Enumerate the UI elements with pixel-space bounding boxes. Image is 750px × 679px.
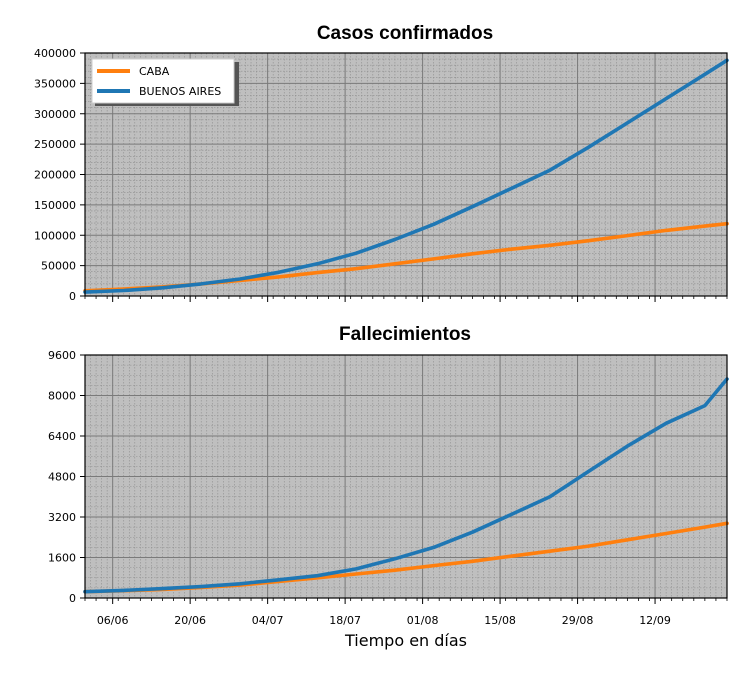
series-line-buenos-aires	[83, 377, 729, 594]
plot-area-cases: 0 50000 100000 150000 200000 250000 300000 3500…	[34, 47, 729, 303]
y-tick-label: 9600	[48, 349, 76, 362]
y-tick-label: 6400	[48, 430, 76, 443]
x-tick-label: 04/07	[252, 614, 284, 627]
x-axis-label: Tiempo en días	[344, 631, 467, 650]
x-tick-label: 12/09	[639, 614, 671, 627]
y-tick-label: 3200	[48, 511, 76, 524]
series-line-buenos-aires	[83, 58, 729, 294]
y-tick-label: 100000	[34, 229, 76, 242]
y-tick-label: 200000	[34, 169, 76, 182]
x-tick-label: 20/06	[174, 614, 206, 627]
y-tick-label: 0	[69, 592, 76, 605]
y-tick-label: 350000	[34, 77, 76, 90]
chart-cases-panel: Casos confirmados 0 50000 100000 150000 2000…	[34, 23, 729, 303]
y-tick-label: 400000	[34, 47, 76, 60]
x-tick-label: 01/08	[407, 614, 439, 627]
legend-box	[91, 58, 235, 104]
chart-title-cases: Casos confirmados	[317, 23, 493, 44]
x-tick-label: 18/07	[329, 614, 361, 627]
legend-label-caba: CABA	[139, 65, 170, 78]
y-tick-label: 0	[69, 290, 76, 303]
x-tick-label: 06/06	[97, 614, 129, 627]
chart-title-deaths: Fallecimientos	[339, 324, 471, 345]
y-tick-label: 4800	[48, 471, 76, 484]
y-tick-label: 1600	[48, 552, 76, 565]
y-tick-label: 300000	[34, 108, 76, 121]
x-tick-label: 15/08	[484, 614, 516, 627]
plot-area-deaths: 0 1600 3200 4800 6400 8000 9600 06/06 20/06 04/07…	[48, 349, 729, 627]
legend: CABA BUENOS AIRES	[91, 58, 239, 106]
x-tick-label: 29/08	[562, 614, 594, 627]
y-tick-label: 250000	[34, 138, 76, 151]
chart-deaths-panel: Fallecimientos 0 1600 3200 4800 6400 8000 9600…	[48, 324, 729, 627]
legend-label-buenos-aires: BUENOS AIRES	[139, 85, 221, 98]
y-tick-label: 150000	[34, 199, 76, 212]
y-tick-label: 8000	[48, 390, 76, 403]
y-tick-label: 50000	[41, 260, 76, 273]
